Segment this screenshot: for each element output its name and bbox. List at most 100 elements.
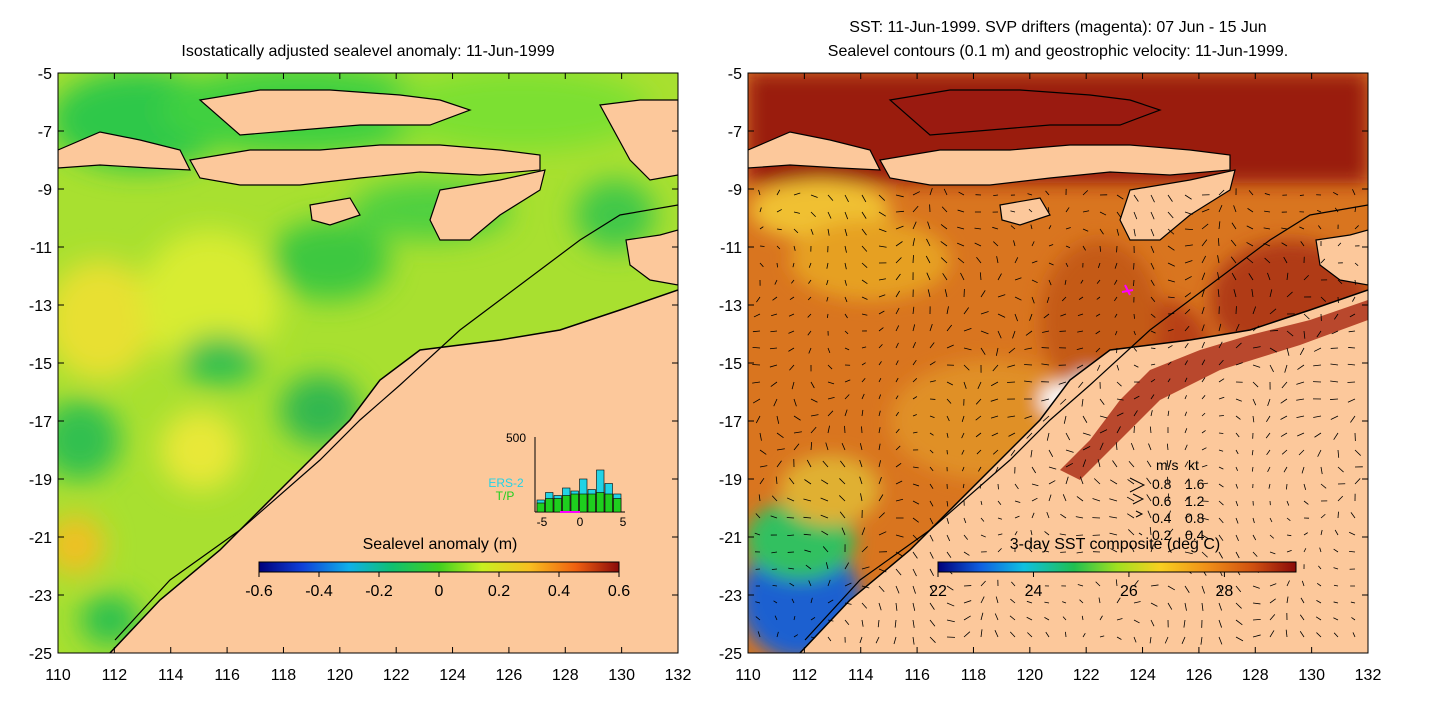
velocity-arrow bbox=[912, 500, 920, 505]
velocity-arrow bbox=[1027, 584, 1033, 587]
velocity-arrow bbox=[957, 209, 965, 213]
velocity-arrow bbox=[1095, 313, 1101, 317]
velocity-arrow bbox=[878, 278, 887, 281]
velocity-arrow bbox=[776, 631, 779, 638]
velocity-arrow bbox=[1184, 276, 1192, 281]
velocity-arrow bbox=[1095, 347, 1101, 353]
velocity-arrow bbox=[825, 562, 829, 570]
velocity-arrow bbox=[1027, 193, 1033, 196]
y-tick-label: -13 bbox=[719, 298, 742, 315]
velocity-arrow bbox=[770, 381, 778, 387]
velocity-arrow bbox=[1076, 534, 1084, 536]
velocity-arrow bbox=[1313, 364, 1322, 367]
velocity-arrow bbox=[1266, 449, 1271, 456]
velocity-arrow bbox=[929, 415, 935, 419]
y-tick-label: -5 bbox=[728, 66, 742, 83]
velocity-arrow bbox=[1025, 330, 1033, 336]
velocity-arrow bbox=[1354, 206, 1357, 213]
velocity-arrow bbox=[929, 449, 934, 454]
velocity-arrow bbox=[753, 313, 761, 318]
velocity-arrow bbox=[878, 477, 882, 485]
velocity-arrow bbox=[1299, 194, 1305, 196]
velocity-arrow bbox=[980, 629, 983, 638]
velocity-arrow bbox=[1201, 377, 1206, 383]
velocity-arrow bbox=[1149, 526, 1152, 536]
velocity-arrow bbox=[1166, 460, 1169, 468]
x-tick-label: 110 bbox=[45, 667, 71, 684]
velocity-arrow bbox=[963, 600, 972, 604]
velocity-arrow bbox=[826, 279, 829, 286]
velocity-arrow bbox=[1048, 225, 1052, 230]
velocity-arrow bbox=[995, 596, 999, 604]
velocity-arrow bbox=[793, 211, 801, 214]
velocity-arrow bbox=[943, 188, 948, 196]
velocity-arrow bbox=[1252, 585, 1260, 589]
velocity-arrow bbox=[1167, 245, 1175, 251]
velocity-arrow bbox=[912, 466, 919, 469]
velocity-arrow bbox=[759, 207, 762, 213]
velocity-arrow bbox=[1082, 210, 1090, 213]
velocity-arrow bbox=[1024, 347, 1033, 350]
velocity-arrow bbox=[1320, 483, 1327, 489]
velocity-arrow bbox=[1201, 223, 1209, 230]
velocity-arrow bbox=[1010, 225, 1016, 230]
velocity-arrow bbox=[1150, 211, 1155, 220]
velocity-arrow bbox=[1028, 548, 1033, 553]
velocity-arrow bbox=[1303, 483, 1307, 491]
velocity-arrow bbox=[1133, 364, 1139, 368]
velocity-arrow bbox=[776, 432, 784, 438]
velocity-arrow bbox=[861, 409, 864, 417]
velocity-arrow bbox=[759, 262, 764, 268]
velocity-arrow bbox=[974, 227, 982, 230]
velocity-arrow bbox=[1231, 222, 1237, 230]
velocity-arrow bbox=[1150, 584, 1159, 587]
velocity-arrow bbox=[1184, 244, 1193, 247]
velocity-arrow bbox=[1183, 619, 1186, 628]
velocity-arrow bbox=[895, 325, 900, 332]
colorbar-tick-label: 28 bbox=[1216, 583, 1234, 600]
velocity-arrow bbox=[1133, 636, 1137, 643]
velocity-arrow bbox=[895, 480, 903, 485]
velocity-arrow bbox=[1246, 242, 1254, 247]
velocity-arrow bbox=[957, 226, 965, 230]
colorbar-tick-label: 22 bbox=[929, 583, 947, 600]
velocity-arrow bbox=[1167, 378, 1171, 383]
velocity-arrow bbox=[1150, 228, 1155, 237]
velocity-arrow bbox=[878, 344, 883, 349]
velocity-arrow bbox=[1286, 517, 1291, 521]
velocity-arrow bbox=[1133, 279, 1135, 287]
velocity-arrow bbox=[772, 584, 778, 587]
velocity-arrow bbox=[926, 238, 931, 247]
velocity-arrow bbox=[946, 432, 949, 438]
velocity-legend-ms: 0.8 bbox=[1152, 476, 1172, 492]
velocity-arrow bbox=[1031, 497, 1038, 502]
x-tick-label: 124 bbox=[439, 667, 466, 684]
velocity-arrow bbox=[1264, 257, 1271, 264]
velocity-arrow bbox=[1251, 289, 1254, 298]
velocity-arrow bbox=[895, 568, 902, 576]
velocity-arrow bbox=[1048, 262, 1054, 266]
x-tick-label: 118 bbox=[961, 667, 987, 684]
velocity-arrow bbox=[1028, 208, 1033, 213]
velocity-arrow bbox=[1116, 618, 1123, 621]
nusa-tenggara-islands bbox=[189, 144, 541, 186]
velocity-arrow bbox=[1010, 210, 1016, 213]
velocity-arrow bbox=[844, 619, 850, 626]
velocity-arrow bbox=[878, 394, 882, 400]
velocity-arrow bbox=[878, 228, 887, 233]
velocity-arrow bbox=[1297, 364, 1305, 370]
velocity-arrow bbox=[1062, 601, 1067, 604]
velocity-legend-kt: 0.4 bbox=[1185, 527, 1205, 543]
velocity-arrow bbox=[1076, 364, 1084, 369]
velocity-arrow bbox=[1201, 289, 1205, 298]
velocity-arrow bbox=[827, 396, 835, 400]
velocity-arrow bbox=[1150, 544, 1154, 553]
velocity-arrow bbox=[1300, 597, 1305, 604]
velocity-arrow bbox=[844, 194, 849, 203]
velocity-arrow bbox=[1330, 363, 1339, 366]
velocity-arrow bbox=[1184, 292, 1192, 298]
velocity-arrow bbox=[980, 330, 989, 335]
velocity-arrow bbox=[861, 393, 865, 400]
velocity-arrow bbox=[1252, 381, 1259, 388]
velocity-arrow bbox=[912, 534, 919, 541]
